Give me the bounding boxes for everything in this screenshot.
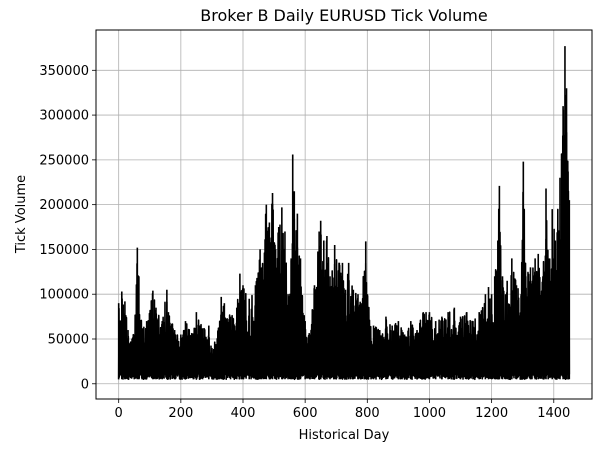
y-tick-label: 200000: [39, 198, 89, 213]
x-axis-ticks: 0 200 400 600 800 1000 1200 1400: [115, 399, 570, 421]
plot-frame: [95, 29, 593, 400]
y-axis-label: Tick Volume: [14, 175, 29, 254]
y-tick-label: 150000: [39, 243, 89, 258]
y-tick-label: 100000: [39, 288, 89, 303]
y-tick-label: 0: [81, 377, 89, 392]
x-tick-label: 200: [168, 406, 193, 421]
x-tick-label: 1200: [475, 406, 508, 421]
chart-title: Broker B Daily EURUSD Tick Volume: [200, 6, 487, 25]
data-series: [117, 46, 571, 381]
y-axis-ticks: 0 50000 100000 150000 200000 250000 300000 3500…: [39, 64, 96, 392]
x-axis-label: Historical Day: [299, 428, 390, 443]
x-tick-label: 400: [231, 406, 256, 421]
x-tick-label: 1400: [537, 406, 570, 421]
plot-area: [117, 46, 571, 381]
y-tick-label: 50000: [48, 332, 89, 347]
x-tick-label: 800: [355, 406, 380, 421]
y-tick-label: 350000: [39, 64, 89, 79]
x-tick-label: 1000: [413, 406, 446, 421]
x-tick-label: 600: [293, 406, 318, 421]
y-tick-label: 250000: [39, 153, 89, 168]
y-tick-label: 300000: [39, 109, 89, 124]
x-tick-label: 0: [115, 406, 123, 421]
